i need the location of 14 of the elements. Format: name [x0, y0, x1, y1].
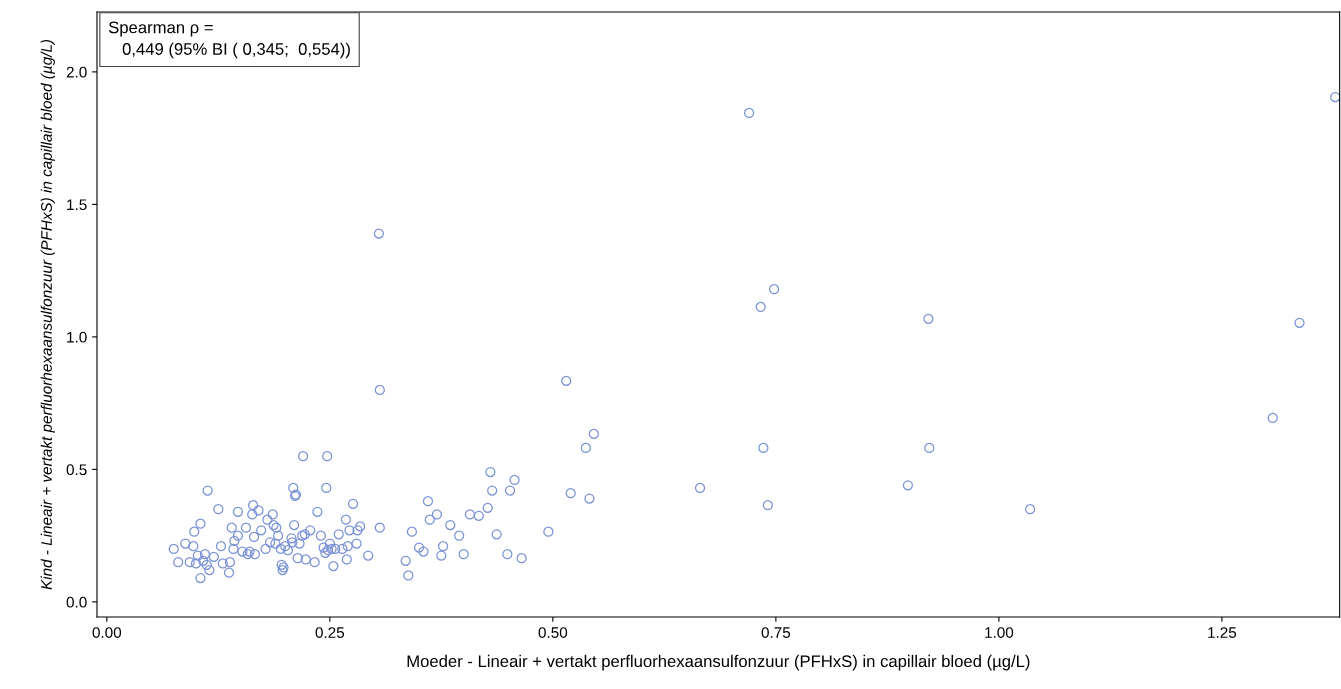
y-axis-title: Kind - Lineair + vertakt perfluorhexaansulfonzuur (PFHxS) in capillair bloed (µg/L) — [40, 39, 55, 590]
y-tick-label: 0.5 — [66, 464, 87, 476]
x-tick-label: 1.25 — [1208, 627, 1237, 638]
x-tick-label: 0.75 — [761, 627, 791, 638]
annotation: Spearman ρ = 0,449 (95% BI ( 0,345; 0,554)) — [108, 21, 350, 59]
x-tick-label: 0.25 — [315, 627, 345, 638]
y-tick-label: 2.0 — [66, 66, 87, 78]
y-tick-label: 1.0 — [67, 331, 87, 343]
x-tick-label: 0.00 — [92, 627, 122, 638]
y-tick-label: 0.0 — [66, 596, 87, 608]
x-axis-title: Moeder - Lineair + vertakt perfluorhexaansulfonzuur (PFHxS) in capillair bloed (µg/L) — [407, 654, 1030, 671]
x-tick-label: 0.50 — [538, 627, 568, 638]
x-tick-label: 1.00 — [985, 627, 1014, 638]
y-tick-label: 1.5 — [67, 199, 87, 211]
